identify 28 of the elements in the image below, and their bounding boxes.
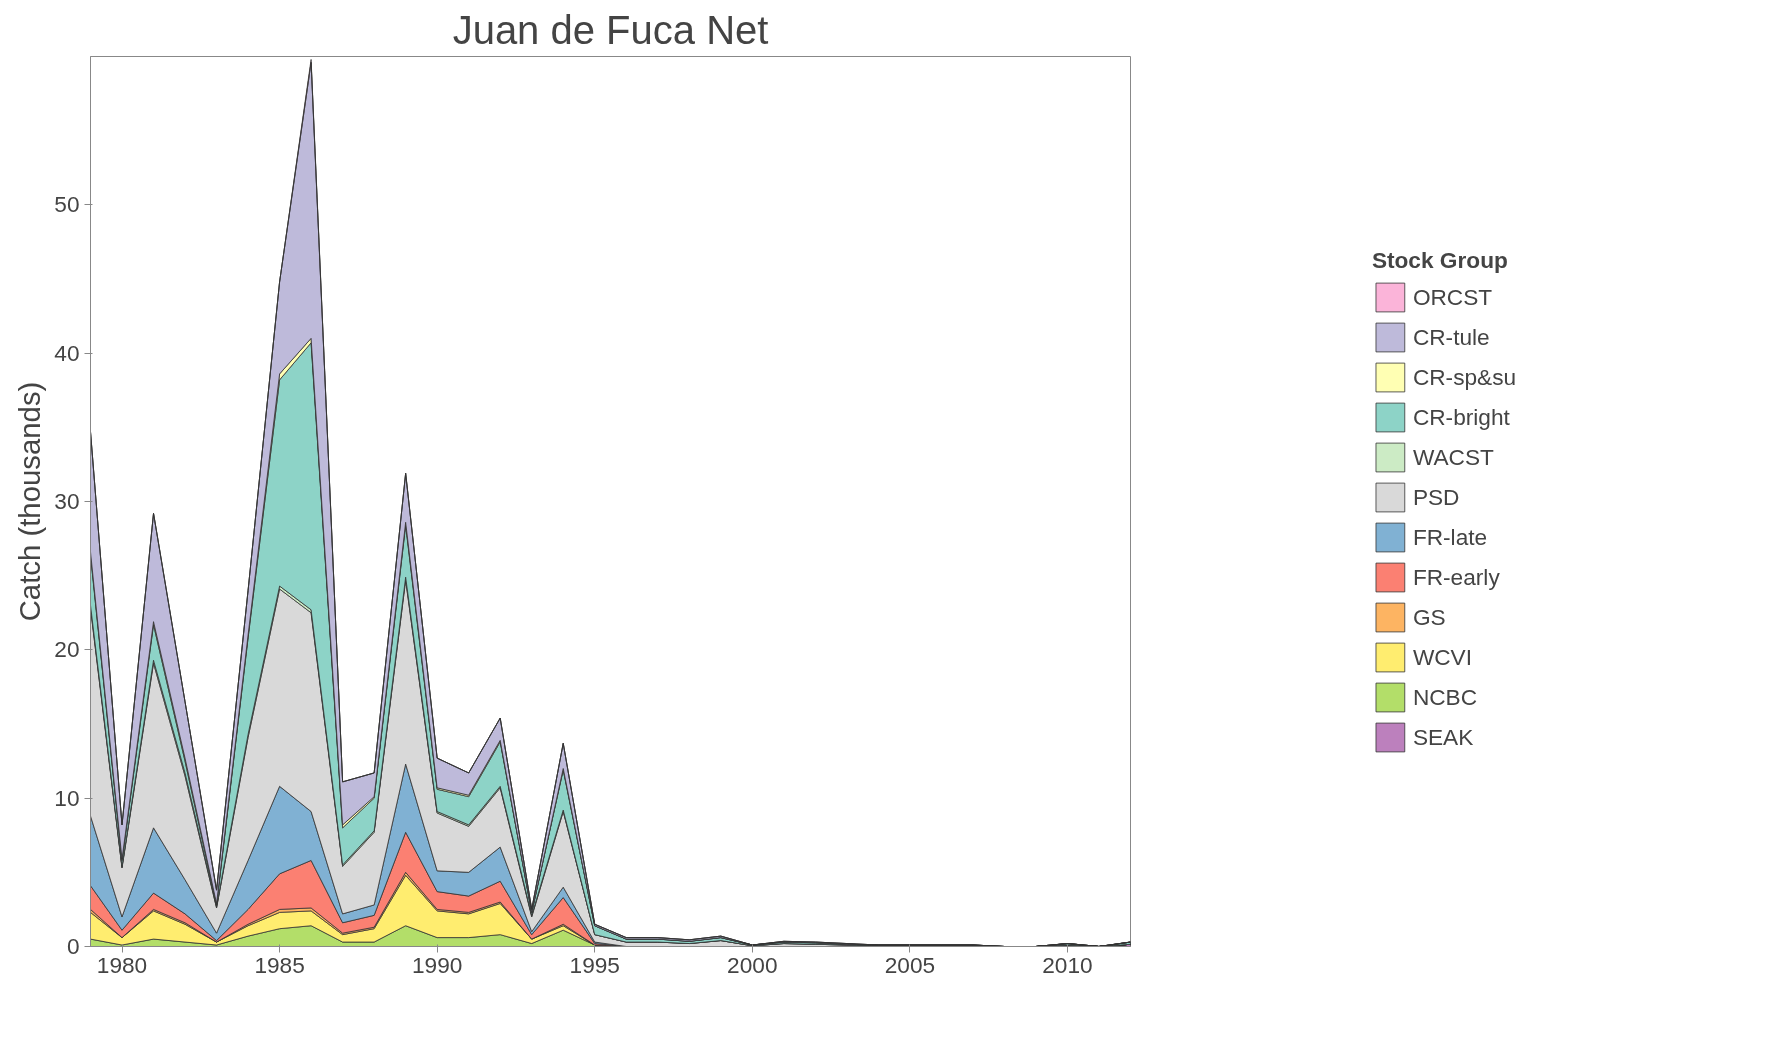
y-axis-title: Catch (thousands) <box>13 381 47 622</box>
y-tick-label: 30 <box>54 488 80 514</box>
x-tick-label: 1985 <box>254 951 305 978</box>
x-tick-label: 1980 <box>96 951 148 978</box>
legend-label: NCBC <box>1412 683 1478 711</box>
y-tick-label: 20 <box>54 636 80 663</box>
legend-label: PSD <box>1412 483 1460 511</box>
legend-label: WCVI <box>1412 643 1473 671</box>
legend-label: FR-early <box>1412 563 1500 591</box>
legend-label: CR-tule <box>1412 323 1490 351</box>
legend-title: Stock Group <box>1371 247 1509 274</box>
y-tick-label: 50 <box>54 191 80 218</box>
y-tick-label: 10 <box>54 784 80 811</box>
chart-title: Juan de Fuca Net <box>452 7 769 52</box>
legend-label: GS <box>1412 603 1446 631</box>
x-tick-label: 1995 <box>569 951 620 978</box>
y-tick-label: 0 <box>66 933 80 959</box>
legend-label: CR-bright <box>1412 403 1510 431</box>
y-tick-label: 40 <box>54 339 80 366</box>
legend-label: WACST <box>1412 443 1494 471</box>
x-tick-label: 1990 <box>411 951 463 978</box>
legend-label: SEAK <box>1412 723 1474 751</box>
legend-label: ORCST <box>1412 283 1493 311</box>
legend-label: CR-sp&su <box>1412 363 1517 391</box>
x-tick-label: 2005 <box>884 951 936 978</box>
legend-label: FR-late <box>1412 523 1488 551</box>
x-tick-label: 2000 <box>727 951 778 978</box>
x-tick-label: 2010 <box>1042 951 1093 978</box>
